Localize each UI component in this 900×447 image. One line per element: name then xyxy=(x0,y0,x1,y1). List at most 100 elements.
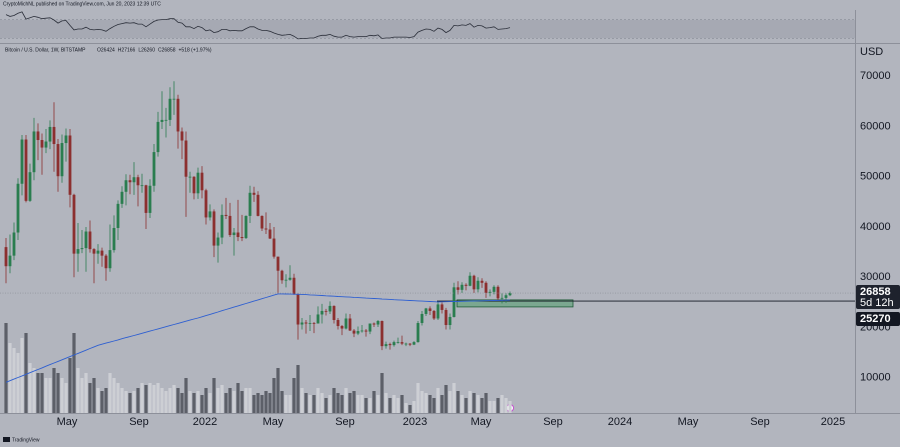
candle-body xyxy=(348,318,352,331)
ohlc-value: H27166 xyxy=(118,47,136,53)
volume-bar xyxy=(500,395,504,413)
volume-bar xyxy=(504,398,508,413)
candle-body xyxy=(256,194,260,216)
candle-body xyxy=(76,249,80,254)
candle-body xyxy=(460,284,464,290)
volume-bar xyxy=(268,393,272,413)
volume-bar xyxy=(384,393,388,413)
candle-body xyxy=(172,98,176,100)
candle-body xyxy=(92,249,96,254)
volume-bar xyxy=(116,383,120,413)
volume-bar xyxy=(380,373,384,413)
volume-bar xyxy=(324,398,328,413)
volume-bar xyxy=(440,395,444,413)
volume-bar xyxy=(344,388,348,413)
y-tick-label: 10000 xyxy=(860,372,891,384)
x-tick-label: Sep xyxy=(543,416,563,428)
candle-body xyxy=(240,237,244,239)
volume-bar xyxy=(4,323,8,413)
candle-body xyxy=(468,275,472,286)
footer: TradingView xyxy=(3,437,40,443)
volume-bar xyxy=(396,398,400,413)
candle-body xyxy=(144,185,148,213)
volume-bar xyxy=(136,388,140,413)
volume-bar xyxy=(400,395,404,413)
volume-bar xyxy=(316,388,320,413)
footer-logo xyxy=(3,437,10,442)
candle-body xyxy=(16,183,20,233)
volume-bar xyxy=(488,401,492,413)
volume-bar xyxy=(408,405,412,413)
candle-body xyxy=(384,344,388,347)
volume-bar xyxy=(432,398,436,413)
footer-text: TradingView xyxy=(12,437,40,443)
y-tick-label: 50000 xyxy=(860,171,891,183)
volume-bar xyxy=(40,373,44,413)
ohlc-value: +518 (+1.97%) xyxy=(179,47,212,53)
volume-bar xyxy=(356,395,360,413)
volume-bar xyxy=(464,398,468,413)
candle-body xyxy=(272,238,276,257)
volume-bar xyxy=(360,395,364,413)
candle-body xyxy=(352,330,356,334)
candle-body xyxy=(396,342,400,343)
volume-bar xyxy=(160,388,164,413)
volume-bar xyxy=(460,395,464,413)
volume-bar xyxy=(340,395,344,413)
candle-body xyxy=(60,143,64,177)
volume-bar xyxy=(68,358,72,413)
y-tick-label: 60000 xyxy=(860,120,891,132)
volume-bar xyxy=(236,383,240,413)
candle-body xyxy=(232,232,236,236)
volume-bar xyxy=(452,383,456,413)
x-tick-label: 2022 xyxy=(193,416,217,428)
volume-bar xyxy=(240,391,244,413)
volume-bar xyxy=(56,373,60,413)
ohlc-value: L26260 xyxy=(138,47,155,53)
candle-body xyxy=(452,287,456,317)
volume-bar xyxy=(392,395,396,413)
candle-body xyxy=(296,294,300,325)
x-tick-label: May xyxy=(471,416,492,428)
volume-bar xyxy=(456,391,460,413)
volume-bar xyxy=(12,348,16,413)
candle-body xyxy=(248,192,252,216)
volume-bar xyxy=(444,385,448,413)
candle-body xyxy=(340,326,344,329)
candle-body xyxy=(24,139,28,201)
candle-body xyxy=(88,231,92,250)
candle-body xyxy=(312,323,316,324)
volume-bar xyxy=(208,393,212,413)
volume-bar xyxy=(60,378,64,413)
candle-body xyxy=(292,277,296,295)
volume-bar xyxy=(216,388,220,413)
candle-body xyxy=(52,126,56,145)
volume-bar xyxy=(192,393,196,413)
candle-body xyxy=(276,256,280,271)
volume-bar xyxy=(92,378,96,413)
volume-bar xyxy=(328,395,332,413)
volume-bar xyxy=(412,401,416,413)
candle-body xyxy=(224,214,228,216)
x-tick-label: 2025 xyxy=(821,416,845,428)
volume-bar xyxy=(508,401,512,413)
candle-body xyxy=(388,344,392,346)
volume-bar xyxy=(264,391,268,413)
candle-body xyxy=(104,255,108,269)
volume-bar xyxy=(372,391,376,413)
volume-bar xyxy=(104,388,108,413)
candle-body xyxy=(156,121,160,153)
volume-bar xyxy=(84,373,88,413)
candle-body xyxy=(216,237,220,246)
y-tick-label: 40000 xyxy=(860,221,891,233)
volume-bar xyxy=(120,388,124,413)
candle-body xyxy=(436,304,440,319)
ohlc-value: C26858 xyxy=(158,47,176,53)
volume-bar xyxy=(204,388,208,413)
x-tick-label: Sep xyxy=(335,416,355,428)
candle-body xyxy=(112,227,116,251)
candle-body xyxy=(448,316,452,326)
candle-body xyxy=(160,119,164,122)
volume-bar xyxy=(64,383,68,413)
